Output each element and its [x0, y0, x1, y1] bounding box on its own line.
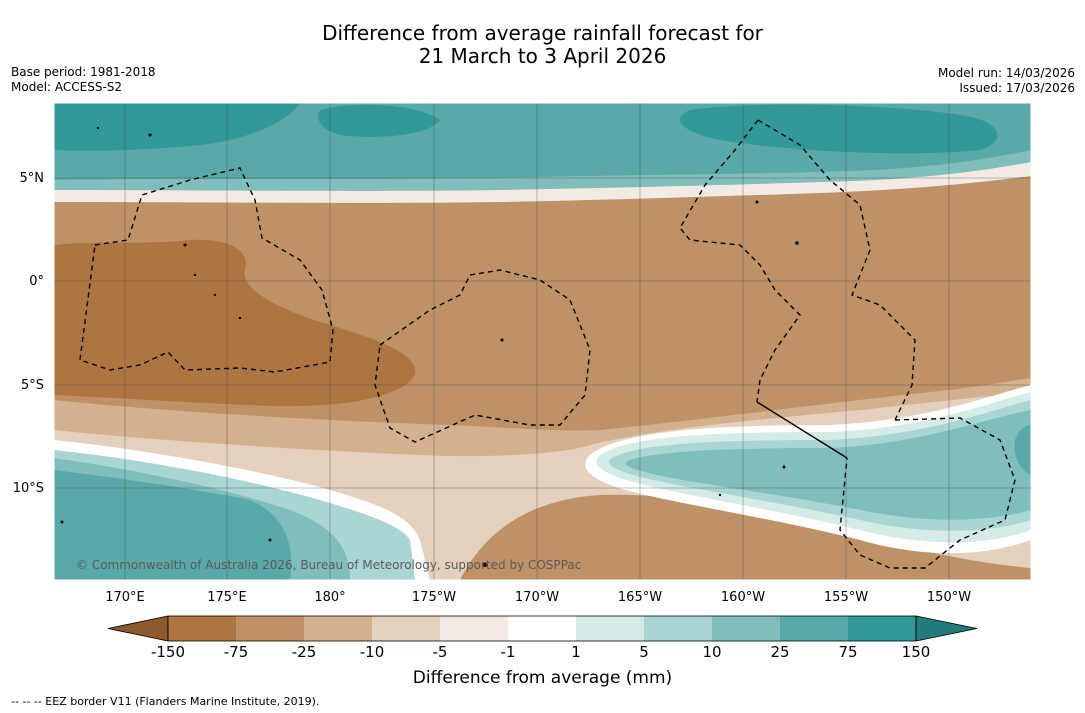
meta-left: Base period: 1981-2018 Model: ACCESS-S2 [11, 65, 156, 95]
island [60, 520, 64, 524]
colorbar-tick-label: -150 [150, 643, 186, 661]
colorbar-tick-label: 75 [838, 643, 858, 661]
lat-label-5s: 5°S [20, 378, 44, 393]
lat-label-5n: 5°N [19, 171, 45, 186]
colorbar-segment [372, 616, 440, 641]
colorbar-tick-label: -1 [500, 643, 516, 661]
field-dry-core [54, 239, 416, 407]
colorbar-segment [236, 616, 304, 641]
model-name: Model: ACCESS-S2 [11, 80, 123, 94]
colorbar-tick-label: 150 [901, 643, 931, 661]
eez-kiribati-phoenix [374, 269, 591, 443]
lat-label-0: 0° [29, 274, 44, 289]
colorbar-tick-label: 10 [702, 643, 722, 661]
field-north-wet-strong-3 [680, 104, 998, 154]
lon-label-180: 180° [314, 590, 346, 605]
field-north-wet-strong-2 [318, 104, 440, 137]
island [782, 465, 786, 469]
colorbar-segment [440, 616, 508, 641]
field-southwest-wet-core [54, 470, 292, 580]
colorbar-tick-label: 1 [571, 643, 581, 661]
island [268, 538, 272, 542]
island [718, 493, 722, 497]
field-north-light [54, 162, 1031, 203]
colorbar-segment [576, 616, 644, 641]
colorbar-extend-high [915, 615, 978, 642]
island [213, 293, 217, 297]
eez-solid-segment [756, 401, 848, 459]
eez-kiribati-gilbert [79, 167, 334, 373]
island [755, 200, 759, 204]
island [500, 338, 504, 342]
colorbar-tick-label: -75 [223, 643, 249, 661]
model-run: Model run: 14/03/2026 [937, 66, 1075, 80]
lon-label-165w: 165°W [617, 590, 663, 605]
eez-kiribati-line-west [679, 119, 801, 403]
colorbar-segment [508, 616, 576, 641]
island [148, 133, 152, 137]
title-line-2: 21 March to 3 April 2026 [418, 44, 667, 68]
copyright-notice: © Commonwealth of Australia 2026, Bureau… [76, 558, 582, 572]
colorbar-outline [167, 615, 917, 642]
field-north-wet-strong [54, 103, 300, 151]
colorbar-extend-low [107, 615, 169, 642]
colorbar-segment [644, 616, 712, 641]
colorbar-tick-label: -10 [359, 643, 385, 661]
island [96, 126, 100, 130]
graticule [54, 103, 1031, 580]
island [183, 243, 187, 247]
colorbar-tick-label: 5 [639, 643, 649, 661]
colorbar-segment [168, 616, 236, 641]
colorbar [107, 615, 978, 642]
eez-borders [79, 119, 1016, 569]
title-line-1: Difference from average rainfall forecas… [322, 21, 763, 45]
lon-label-175e: 175°E [207, 590, 247, 605]
colorbar-segment [712, 616, 780, 641]
field-southeast-wet-strong [625, 410, 1031, 520]
lon-label-155w: 155°W [823, 590, 869, 605]
island [193, 273, 197, 277]
colorbar-segment [780, 616, 848, 641]
meta-right: Model run: 14/03/2026 Issued: 17/03/2026 [938, 66, 1075, 96]
lon-label-175w: 175°W [411, 590, 457, 605]
field-east-wet-core [1014, 425, 1031, 475]
issued-date: Issued: 17/03/2026 [959, 81, 1075, 95]
lon-label-170w: 170°W [514, 590, 560, 605]
lon-label-170e: 170°E [105, 590, 145, 605]
eez-footnote: -- -- -- EEZ border V11 (Flanders Marine… [11, 695, 320, 708]
island [483, 563, 487, 567]
lon-label-160w: 160°W [720, 590, 766, 605]
field-south-brown [460, 494, 1031, 580]
base-period: Base period: 1981-2018 [11, 65, 156, 79]
islands [60, 126, 799, 567]
colorbar-tick-label: 25 [770, 643, 790, 661]
eez-cook-islands [839, 417, 1016, 569]
lat-label-10s: 10°S [12, 481, 44, 496]
map-frame [53, 102, 1032, 581]
lon-label-150w: 150°W [926, 590, 972, 605]
colorbar-tick-label: -5 [432, 643, 448, 661]
map-title: Difference from average rainfall forecas… [0, 22, 1085, 68]
colorbar-tick-label: -25 [291, 643, 317, 661]
island [238, 316, 242, 320]
colorbar-title: Difference from average (mm) [412, 668, 673, 688]
field-north-transition [54, 150, 1031, 191]
colorbar-segment [304, 616, 372, 641]
island [795, 241, 799, 245]
colorbar-segment [848, 616, 916, 641]
